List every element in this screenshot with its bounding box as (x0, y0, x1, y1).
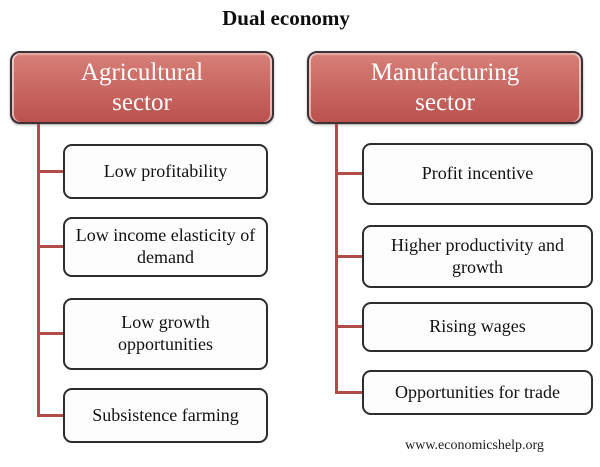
item-label: Rising wages (429, 316, 526, 337)
item-profit-incentive: Profit incentive (362, 143, 593, 205)
connector-branch (37, 332, 66, 335)
item-label: Low growth opportunities (118, 312, 213, 354)
agricultural-sector-header: Agricultural sector (10, 51, 274, 124)
connector-trunk-left (37, 124, 40, 417)
manufacturing-sector-header: Manufacturing sector (307, 51, 583, 124)
diagram-title: Dual economy (222, 6, 350, 30)
item-higher-productivity: Higher productivity and growth (362, 225, 593, 288)
item-low-growth-opportunities: Low growth opportunities (63, 298, 268, 370)
item-label: Profit incentive (421, 163, 534, 184)
item-label: Low income elasticity of demand (75, 225, 256, 267)
item-low-profitability: Low profitability (63, 144, 268, 199)
item-rising-wages: Rising wages (362, 302, 593, 352)
item-label: Higher productivity and growth (391, 234, 564, 277)
connector-branch (335, 325, 364, 328)
website-url: www.economicshelp.org (405, 438, 544, 453)
item-label: Subsistence farming (92, 404, 239, 425)
item-subsistence-farming: Subsistence farming (63, 388, 268, 443)
connector-branch (37, 245, 66, 248)
connector-branch (37, 170, 66, 173)
agricultural-sector-label: Agricultural sector (80, 58, 204, 116)
item-label: Low profitability (103, 160, 228, 181)
connector-trunk-right (335, 124, 338, 394)
item-label: Opportunities for trade (395, 381, 560, 402)
connector-branch (37, 414, 66, 417)
item-low-income-elasticity: Low income elasticity of demand (63, 217, 268, 277)
connector-branch (335, 391, 364, 394)
connector-branch (335, 172, 364, 175)
connector-branch (335, 255, 364, 258)
manufacturing-sector-label: Manufacturing sector (370, 58, 520, 116)
item-opportunities-for-trade: Opportunities for trade (362, 370, 593, 415)
